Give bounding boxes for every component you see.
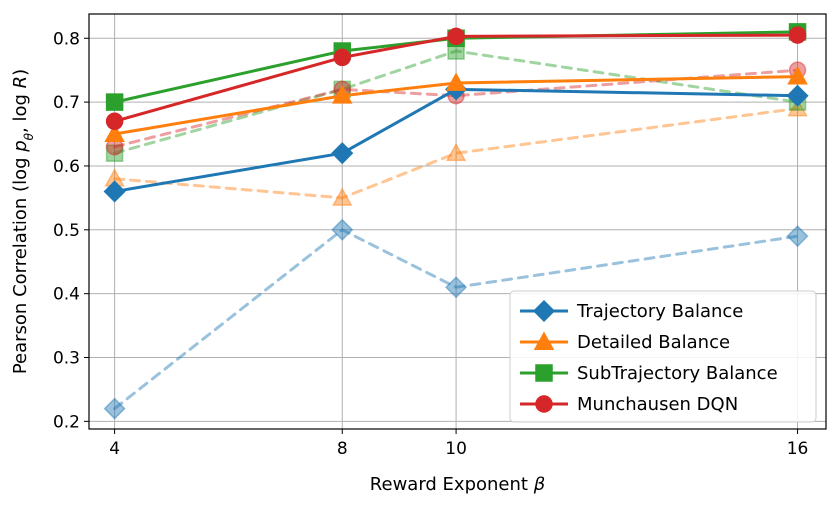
diamond-marker (532, 299, 556, 323)
circle-marker (333, 48, 352, 67)
faded-series-line (113, 106, 800, 200)
triangle-marker (787, 97, 808, 117)
faded-series-line (113, 49, 800, 155)
legend-item: Trajectory Balance (520, 299, 743, 323)
faded-series-line (113, 228, 800, 411)
diamond-marker (103, 397, 126, 420)
legend-label: SubTrajectory Balance (577, 363, 778, 384)
y-tick-label: 0.4 (53, 285, 80, 305)
diamond-marker (786, 84, 809, 107)
legend-item: Munchausen DQN (520, 394, 738, 415)
x-tick-label: 16 (787, 439, 809, 459)
diamond-marker (445, 276, 468, 299)
triangle-marker (331, 85, 353, 104)
diamond-marker (331, 142, 354, 165)
legend-label: Munchausen DQN (577, 394, 738, 415)
square-marker (105, 144, 124, 162)
axis-ticks: 4 8 10 16 0.2 0.3 0.4 0.5 0.6 0.7 0.8 (53, 29, 808, 459)
x-tick-label: 8 (337, 439, 348, 459)
circle-marker (447, 27, 465, 46)
y-tick-label: 0.3 (53, 348, 80, 368)
diamond-marker (103, 180, 126, 203)
square-marker (535, 364, 553, 382)
x-tick-label: 4 (109, 439, 120, 459)
faded-series-line (113, 68, 800, 149)
series-line (113, 75, 800, 136)
series-line (113, 33, 800, 123)
faded-series-group (103, 42, 809, 420)
legend-item: SubTrajectory Balance (520, 363, 778, 384)
x-tick-label: 10 (445, 439, 467, 459)
circle-marker (105, 112, 124, 131)
y-tick-label: 0.8 (53, 29, 80, 49)
x-axis-label: Reward Exponent β (370, 474, 545, 495)
series-group (103, 23, 809, 203)
series-line (113, 87, 800, 193)
circle-marker (535, 395, 553, 413)
y-tick-label: 0.2 (53, 412, 80, 432)
diamond-marker (331, 218, 354, 241)
legend: Trajectory Balance Detailed Balance SubTra… (509, 290, 817, 423)
triangle-marker (533, 331, 555, 350)
legend-item: Detailed Balance (520, 331, 730, 353)
diamond-marker (786, 225, 809, 248)
y-tick-label: 0.7 (53, 93, 80, 113)
circle-marker (788, 26, 807, 44)
triangle-marker (787, 66, 808, 85)
legend-box (509, 290, 817, 423)
triangle-marker (331, 187, 353, 206)
square-marker (105, 93, 124, 111)
legend-label: Detailed Balance (577, 332, 730, 353)
y-axis-label: Pearson Correlation (log pθ, log R) (10, 69, 36, 374)
triangle-marker (445, 142, 467, 162)
plot-frame (88, 13, 827, 430)
y-tick-label: 0.6 (53, 157, 80, 177)
y-tick-label: 0.5 (53, 221, 80, 241)
triangle-marker (104, 123, 125, 142)
triangle-marker (445, 72, 467, 91)
legend-label: Trajectory Balance (576, 301, 743, 322)
